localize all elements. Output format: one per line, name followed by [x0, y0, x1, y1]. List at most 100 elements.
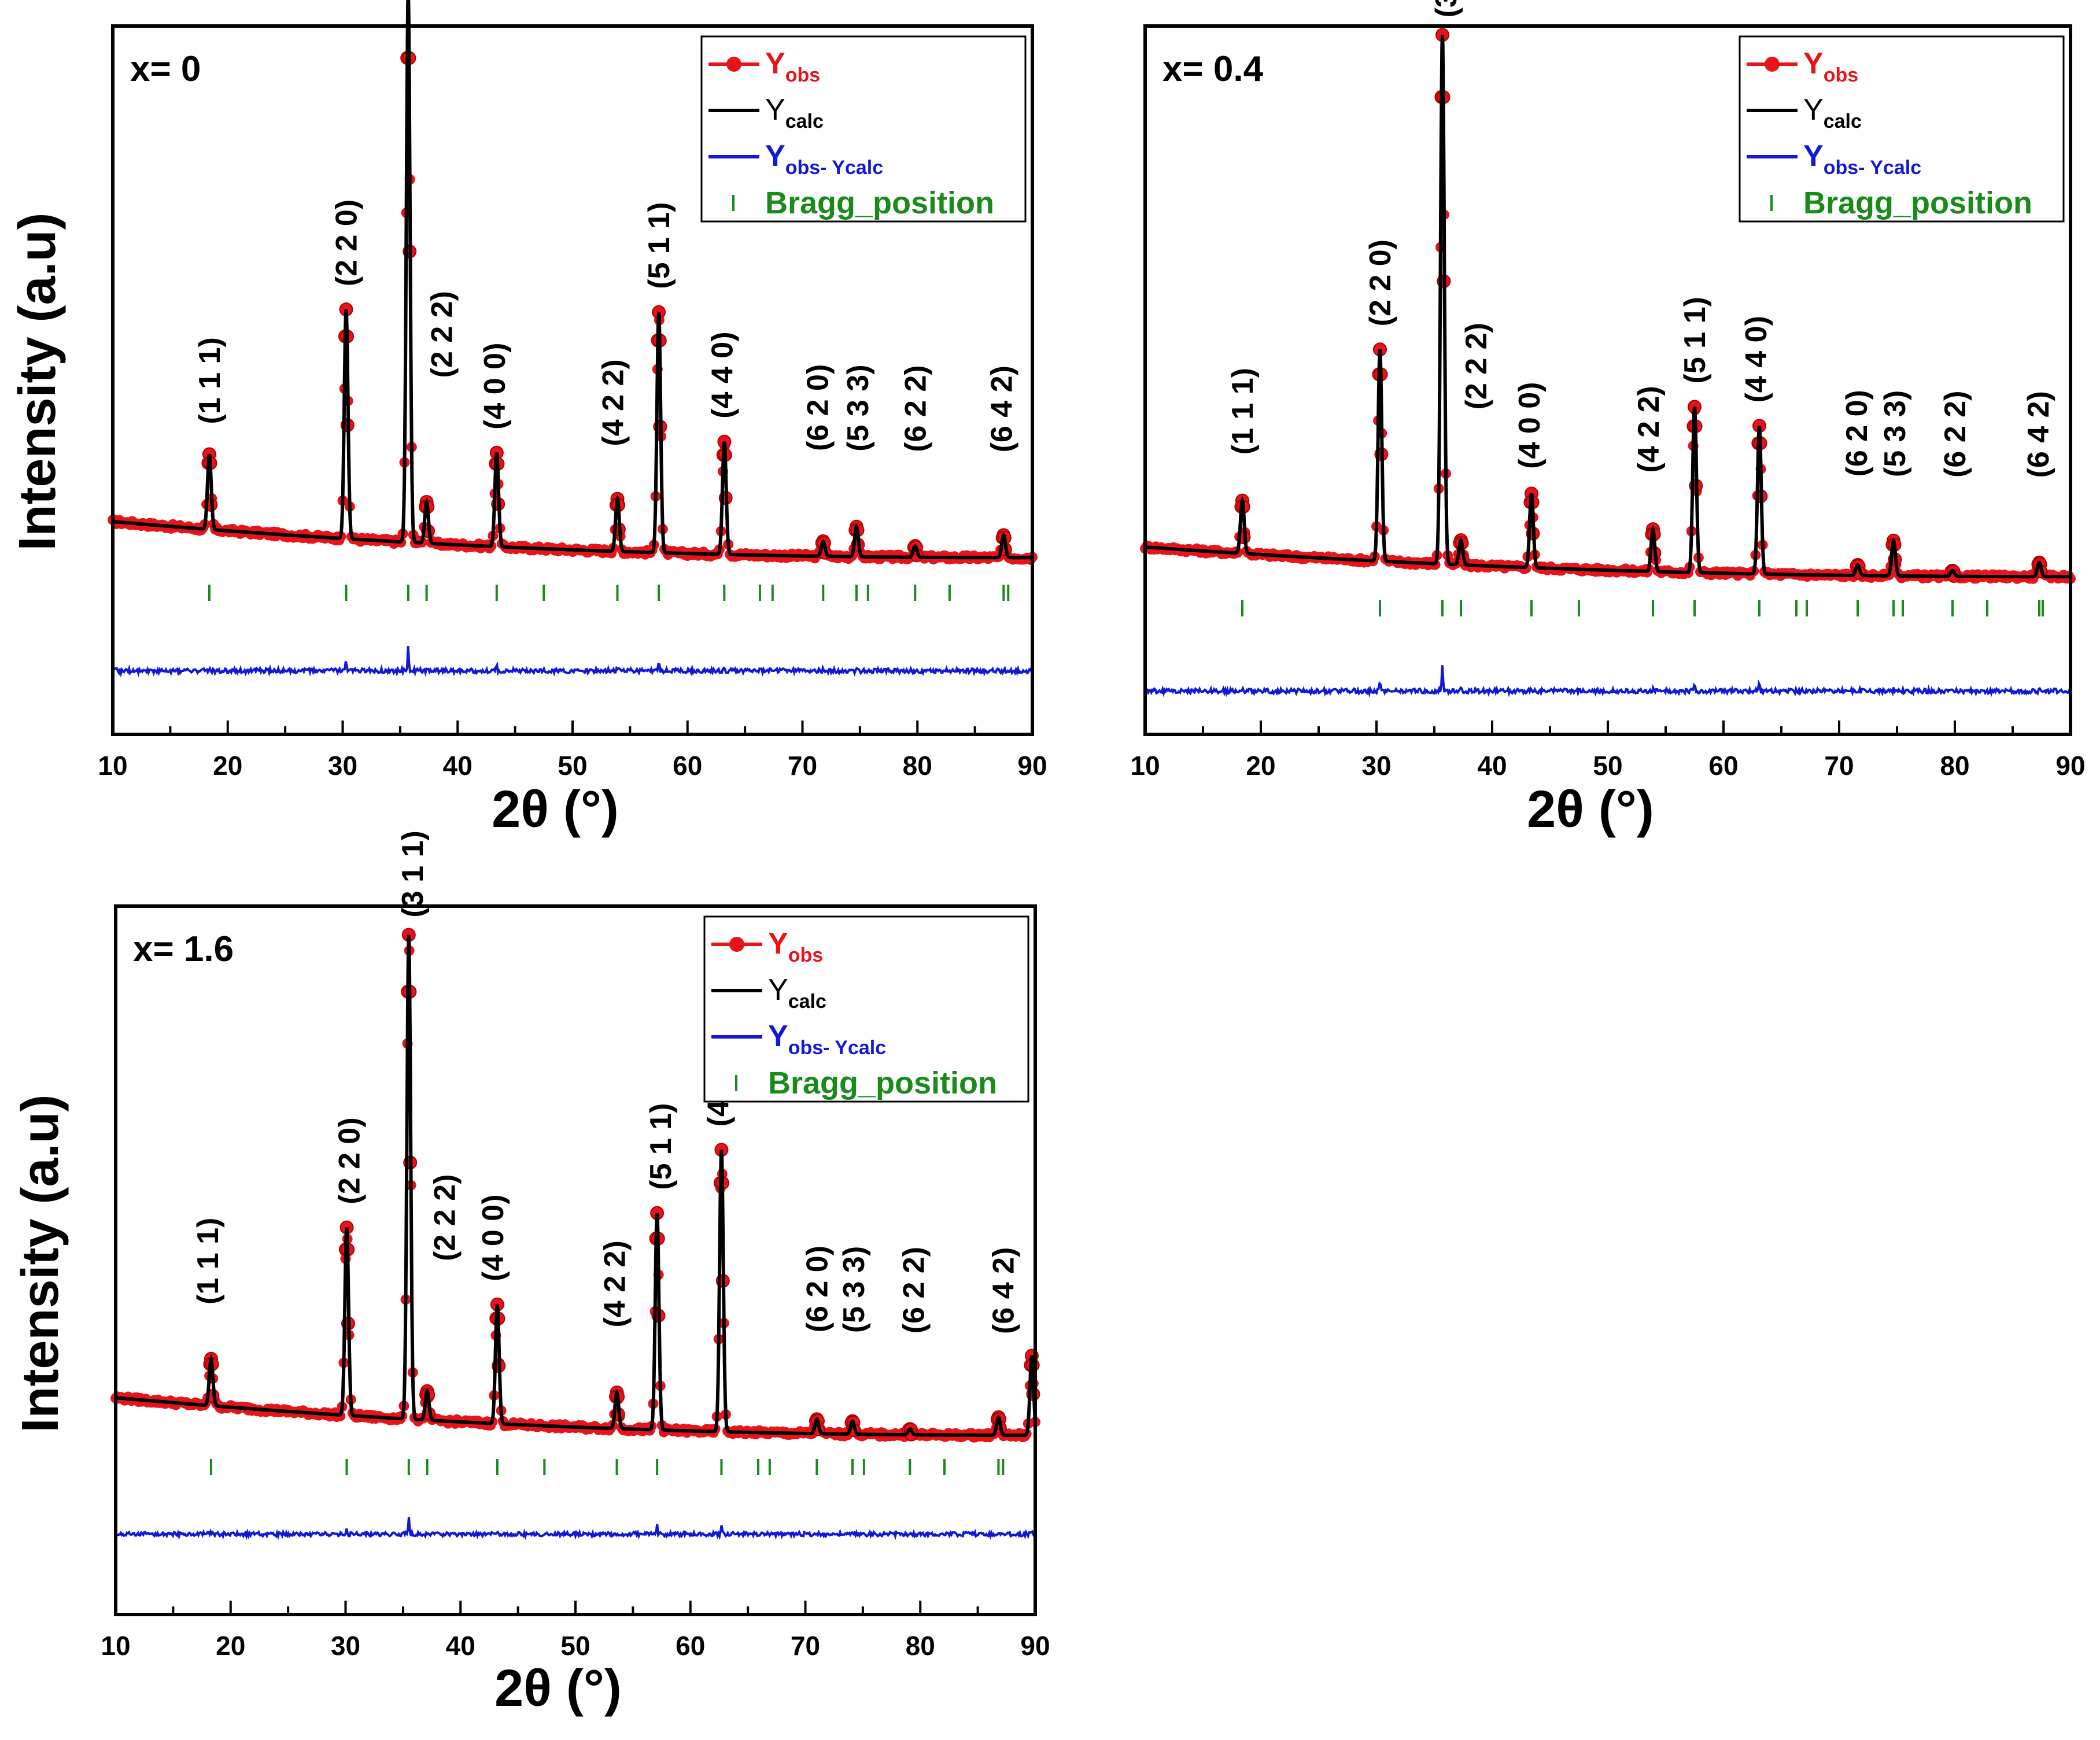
hkl-label: (6 2 0): [800, 1246, 834, 1332]
x-tick-label: 80: [906, 1631, 935, 1661]
hkl-label: (4 0 0): [478, 343, 512, 430]
calc-series: [115, 934, 1037, 1437]
hkl-label: (4 2 2): [1632, 386, 1666, 472]
legend-box: [700, 35, 1027, 223]
x-tick-label: 40: [1477, 751, 1507, 781]
hkl-label: (2 2 2): [1460, 323, 1493, 409]
x-tick-label: 60: [1708, 751, 1738, 781]
hkl-label: (4 4 0): [1740, 316, 1773, 402]
y-axis-label: Intensity (a.u): [12, 1094, 69, 1432]
calc-series: [112, 0, 1032, 560]
legend-box: [1739, 35, 2065, 223]
bragg-positions: [209, 1459, 1005, 1475]
x-tick-label: 30: [331, 1631, 360, 1661]
x-tick-label: 30: [1361, 751, 1391, 781]
calc-series: [1145, 35, 2071, 579]
x-tick-label: 10: [98, 751, 127, 781]
hkl-label: (3 1 1): [1430, 0, 1463, 17]
legend: Yobs Ycalc Yobs- Ycalc Bragg_position: [1739, 35, 2065, 223]
legend-diff-label: Yobs- Ycalc: [768, 1019, 886, 1059]
x-tick-label: 90: [2055, 751, 2085, 781]
hkl-label: (6 4 2): [2022, 391, 2055, 478]
legend-calc-label: Ycalc: [765, 93, 824, 132]
x-tick-label: 30: [328, 751, 357, 781]
legend-calc-label: Ycalc: [1803, 93, 1862, 132]
x-tick-label: 70: [1824, 751, 1854, 781]
x-tick-label: 50: [558, 751, 587, 781]
hkl-labels: (1 1 1)(2 2 0)(3 1 1)(2 2 2)(4 0 0)(4 2 …: [193, 200, 1018, 453]
legend-bragg-label: Bragg_position: [1803, 186, 2032, 220]
hkl-label: (6 2 0): [801, 364, 835, 451]
legend-obs-marker: [729, 937, 744, 952]
legend-obs-label: Yobs: [768, 927, 823, 966]
hkl-label: (6 2 0): [1840, 390, 1874, 476]
x-axis: 10 20 30 40 50 60 70 80 90: [1130, 721, 2086, 781]
panel-label: x= 0.4: [1162, 49, 1264, 89]
hkl-label: (1 1 1): [1226, 368, 1260, 455]
x-axis: 10 20 30 40 50 60 70 80 90: [98, 721, 1047, 781]
hkl-label: (4 4 0): [706, 331, 739, 418]
x-tick-label: 20: [216, 1631, 245, 1661]
x-tick-label: 40: [443, 751, 473, 781]
hkl-label: (5 1 1): [643, 202, 676, 289]
x-tick-label: 40: [446, 1631, 475, 1661]
hkl-label: (6 4 2): [985, 365, 1018, 452]
legend-obs-label: Yobs: [765, 47, 820, 86]
x-tick-label: 20: [1246, 751, 1275, 781]
x-tick-label: 70: [788, 751, 817, 781]
legend-box: [703, 915, 1029, 1103]
difference-series: [112, 646, 1034, 678]
panel-2: 10 20 30 40 50 60 70 80 90 2θ (°) Intensity (a.u) x…: [12, 830, 1050, 1717]
difference-series: [115, 1517, 1036, 1540]
hkl-label: (4 0 0): [477, 1194, 510, 1281]
bragg-positions: [208, 585, 1010, 601]
panel-label: x= 1.6: [133, 929, 234, 969]
legend-bragg-label: Bragg_position: [765, 186, 994, 220]
hkl-label: (6 2 2): [899, 365, 932, 452]
hkl-label: (4 0 0): [1513, 382, 1547, 469]
x-axis-label: 2θ (°): [1527, 781, 1654, 838]
x-tick-label: 90: [1020, 1631, 1050, 1661]
hkl-label: (5 3 3): [1878, 390, 1912, 477]
x-tick-label: 50: [1593, 751, 1622, 781]
legend: Yobs Ycalc Yobs- Ycalc Bragg_position: [700, 35, 1027, 223]
x-tick-label: 80: [903, 751, 932, 781]
x-axis-label: 2θ (°): [492, 781, 619, 838]
panel-1: 10 20 30 40 50 60 70 80 90 2θ (°) x= 0.4 (1 1 1) (2 …: [1130, 0, 2085, 838]
legend-obs-label: Yobs: [1803, 47, 1858, 86]
hkl-label: (6 4 2): [987, 1247, 1020, 1334]
hkl-labels: (1 1 1)(2 2 0)(3 1 1)(2 2 2)(4 0 0)(4 2 …: [191, 830, 1020, 1334]
difference-series: [1144, 665, 2072, 698]
x-tick-label: 50: [560, 1631, 590, 1661]
hkl-label: (2 2 2): [425, 291, 459, 378]
hkl-label: (2 2 0): [330, 200, 363, 286]
legend-diff-label: Yobs- Ycalc: [765, 139, 883, 179]
x-axis: 10 20 30 40 50 60 70 80 90: [101, 1601, 1050, 1661]
x-tick-label: 60: [673, 751, 702, 781]
x-tick-label: 80: [1940, 751, 1969, 781]
x-axis-label: 2θ (°): [494, 1660, 622, 1717]
hkl-labels: (1 1 1)(2 2 0)(3 1 1)(2 2 2)(4 0 0)(4 2 …: [1226, 0, 2055, 478]
panel-label: x= 0: [130, 49, 201, 89]
x-tick-label: 60: [676, 1631, 705, 1661]
x-tick-label: 90: [1017, 751, 1047, 781]
panel-0: 10 20 30 40 50 60 70 80 90 2θ (°) Intensity (a.u) x…: [9, 0, 1047, 838]
x-tick-label: 10: [1130, 751, 1160, 781]
hkl-label: (6 2 2): [1939, 391, 1972, 478]
hkl-label: (1 1 1): [191, 1218, 225, 1305]
hkl-label: (5 3 3): [842, 364, 875, 451]
hkl-label: (5 1 1): [644, 1103, 678, 1189]
x-tick-label: 70: [791, 1631, 820, 1661]
legend-obs-marker: [1765, 57, 1780, 72]
legend-obs-marker: [726, 57, 741, 72]
hkl-label: (4 2 2): [599, 1240, 632, 1327]
hkl-label: (4 2 2): [597, 359, 630, 446]
legend-bragg-label: Bragg_position: [768, 1066, 997, 1100]
legend-diff-label: Yobs- Ycalc: [1803, 139, 1921, 179]
hkl-label: (6 2 2): [897, 1247, 931, 1333]
x-tick-label: 20: [213, 751, 242, 781]
hkl-label: (5 3 3): [837, 1246, 871, 1333]
hkl-label: (5 1 1): [1678, 297, 1712, 383]
legend: Yobs Ycalc Yobs- Ycalc Bragg_position: [703, 915, 1029, 1103]
